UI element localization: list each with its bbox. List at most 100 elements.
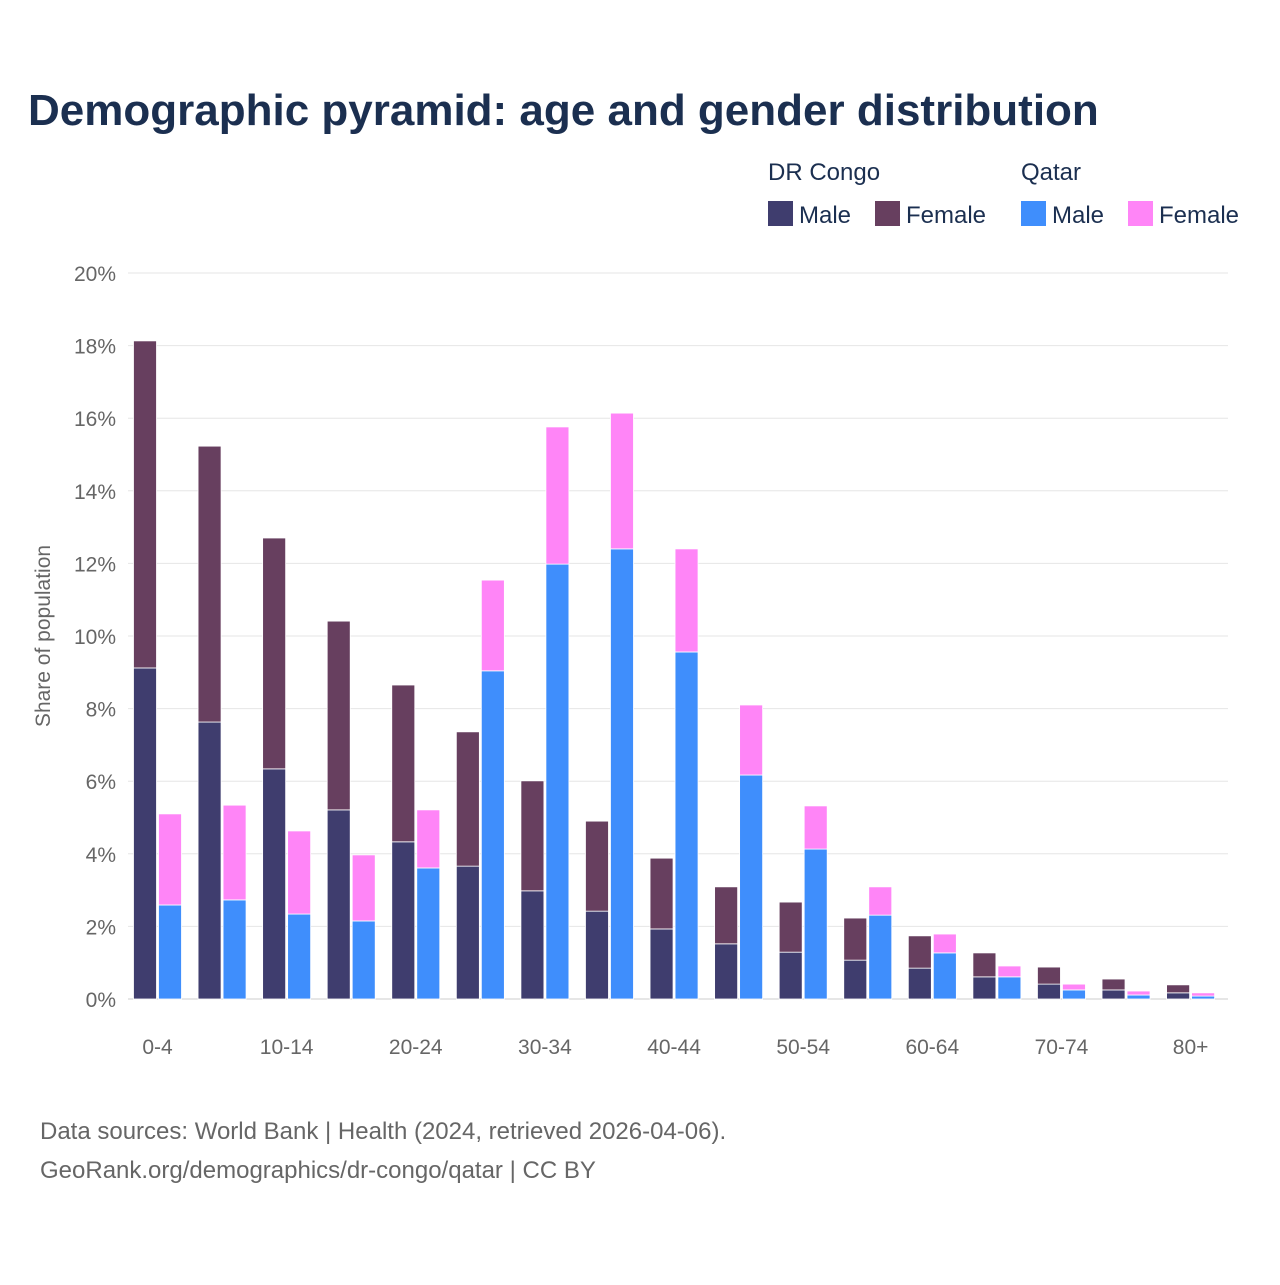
chart-title: Demographic pyramid: age and gender dist… xyxy=(28,86,1099,135)
legend-group-dr-congo: DR Congo xyxy=(768,159,880,186)
bar-qatar-male-50-54 xyxy=(803,848,828,1000)
legend: DR Congo Qatar Male Female Male Female xyxy=(768,159,1239,229)
x-tick-label: 30-34 xyxy=(518,1036,572,1059)
bar-qatar-male-55-59 xyxy=(868,914,893,1000)
bar-dr-congo-female-15-19 xyxy=(326,620,351,811)
y-tick-label: 2% xyxy=(86,916,116,939)
legend-swatch-drc-female xyxy=(875,201,900,226)
bar-qatar-male-65-69 xyxy=(997,976,1022,1000)
bar-dr-congo-female-0-4 xyxy=(133,340,157,669)
age-group-55-59: 55-59 xyxy=(843,886,893,1000)
bar-dr-congo-male-50-54 xyxy=(778,951,803,1000)
bar-dr-congo-male-80+ xyxy=(1166,992,1190,1000)
bar-qatar-female-40-44 xyxy=(674,548,699,653)
bar-dr-congo-female-75-79 xyxy=(1101,978,1126,991)
legend-swatch-drc-male xyxy=(768,201,793,226)
y-tick-label: 12% xyxy=(74,553,116,576)
bar-qatar-female-25-29 xyxy=(480,579,505,672)
y-tick-label: 18% xyxy=(74,336,116,359)
y-axis-title: Share of population xyxy=(32,545,55,727)
x-tick-label: 20-24 xyxy=(389,1036,443,1059)
bar-qatar-female-70-74 xyxy=(1062,983,1086,991)
age-group-15-19: 15-19 xyxy=(326,620,376,1000)
footer-source: Data sources: World Bank | Health (2024,… xyxy=(40,1118,726,1145)
bar-dr-congo-female-20-24 xyxy=(391,684,416,843)
bar-dr-congo-male-45-49 xyxy=(714,943,739,1000)
bar-dr-congo-female-80+ xyxy=(1166,984,1190,994)
bar-qatar-female-35-39 xyxy=(610,412,634,550)
bar-qatar-female-50-54 xyxy=(803,805,828,850)
age-group-70-74: 70-74 xyxy=(1037,966,1086,1000)
bar-dr-congo-female-35-39 xyxy=(585,820,609,912)
bar-dr-congo-female-45-49 xyxy=(714,886,739,945)
bar-qatar-female-0-4 xyxy=(158,813,182,906)
x-tick-label: 10-14 xyxy=(260,1036,314,1059)
y-ticks: 0% 2% 4% 6% 8% 10% 12% 14% 16% 18% 20% xyxy=(74,263,116,1012)
bar-qatar-male-75-79 xyxy=(1126,994,1151,1000)
age-group-0-4: 0-4 xyxy=(133,340,182,1000)
bar-dr-congo-male-10-14 xyxy=(262,768,287,1000)
bar-dr-congo-female-5-9 xyxy=(197,445,222,723)
bar-qatar-male-60-64 xyxy=(932,952,957,1000)
bar-qatar-male-15-19 xyxy=(351,920,376,1000)
bar-dr-congo-female-30-34 xyxy=(520,780,545,892)
bar-qatar-male-25-29 xyxy=(480,670,505,1000)
bar-dr-congo-male-20-24 xyxy=(391,841,416,1000)
age-group-50-54: 50-54 xyxy=(778,805,828,1000)
y-tick-label: 20% xyxy=(74,263,116,286)
age-group-35-39: 35-39 xyxy=(585,412,634,1000)
age-group-40-44: 40-44 xyxy=(649,548,699,1000)
bar-dr-congo-female-65-69 xyxy=(972,952,997,978)
bar-dr-congo-male-0-4 xyxy=(133,667,157,1000)
bar-dr-congo-male-70-74 xyxy=(1037,983,1061,1000)
x-tick-label: 0-4 xyxy=(142,1036,173,1059)
bar-dr-congo-male-60-64 xyxy=(907,967,932,1000)
bar-qatar-female-80+ xyxy=(1191,992,1215,997)
legend-label-drc-female: Female xyxy=(906,202,986,229)
bar-dr-congo-male-40-44 xyxy=(649,928,674,1000)
bar-qatar-male-40-44 xyxy=(674,651,699,1000)
bar-qatar-female-75-79 xyxy=(1126,990,1151,996)
bar-dr-congo-female-40-44 xyxy=(649,857,674,930)
x-ticks: 0-4 10-14 20-24 30-34 40-44 50-54 60-64 70-74 80… xyxy=(142,1036,1208,1059)
bar-qatar-female-45-49 xyxy=(739,704,764,776)
y-tick-label: 8% xyxy=(86,699,116,722)
bar-qatar-female-30-34 xyxy=(545,426,570,565)
age-group-30-34: 30-34 xyxy=(520,426,570,1000)
bar-dr-congo-male-75-79 xyxy=(1101,989,1126,1000)
x-tick-label: 50-54 xyxy=(776,1036,830,1059)
bar-qatar-female-55-59 xyxy=(868,886,893,916)
y-tick-label: 4% xyxy=(86,844,116,867)
bar-dr-congo-male-25-29 xyxy=(455,865,480,1000)
age-group-75-79: 75-79 xyxy=(1101,978,1151,1000)
footer-credit: GeoRank.org/demographics/dr-congo/qatar … xyxy=(40,1157,596,1184)
x-tick-label: 60-64 xyxy=(905,1036,959,1059)
age-group-65-69: 65-69 xyxy=(972,952,1022,1000)
bar-qatar-male-80+ xyxy=(1191,995,1215,1000)
bar-qatar-female-60-64 xyxy=(932,933,957,954)
legend-label-drc-male: Male xyxy=(799,202,851,229)
bars: 0-4 5-9 10-14 15-19 20-24 25-29 30-34 35-39 40-4… xyxy=(133,340,1215,1000)
bar-dr-congo-female-55-59 xyxy=(843,917,868,961)
y-tick-label: 6% xyxy=(86,771,116,794)
bar-dr-congo-male-35-39 xyxy=(585,910,609,1000)
legend-label-qatar-male: Male xyxy=(1052,202,1104,229)
bar-dr-congo-male-65-69 xyxy=(972,976,997,1000)
y-tick-label: 0% xyxy=(86,989,116,1012)
bar-qatar-male-0-4 xyxy=(158,904,182,1000)
x-tick-label: 40-44 xyxy=(647,1036,701,1059)
bar-qatar-male-45-49 xyxy=(739,774,764,1000)
legend-swatch-qatar-female xyxy=(1128,201,1153,226)
bar-dr-congo-female-50-54 xyxy=(778,901,803,953)
bar-qatar-male-10-14 xyxy=(287,913,312,1000)
bar-qatar-male-5-9 xyxy=(222,899,247,1000)
bar-qatar-male-30-34 xyxy=(545,563,570,1000)
bar-qatar-female-15-19 xyxy=(351,854,376,922)
bar-qatar-male-20-24 xyxy=(416,867,441,1000)
x-tick-label: 70-74 xyxy=(1035,1036,1089,1059)
bar-dr-congo-female-60-64 xyxy=(907,935,932,969)
bar-dr-congo-male-15-19 xyxy=(326,809,351,1000)
age-group-80+: 80+ xyxy=(1166,984,1215,1000)
y-tick-label: 10% xyxy=(74,626,116,649)
